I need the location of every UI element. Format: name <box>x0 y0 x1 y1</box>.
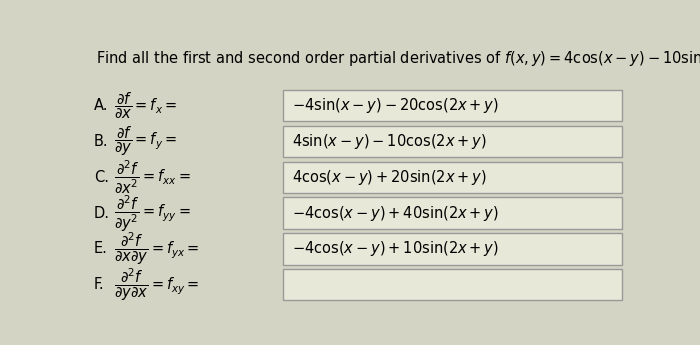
Text: A.: A. <box>94 98 108 113</box>
Text: $4\sin(x - y) - 10\cos(2x + y)$: $4\sin(x - y) - 10\cos(2x + y)$ <box>292 132 486 151</box>
Text: Find all the first and second order partial derivatives of $f(x, y) = 4\cos(x - : Find all the first and second order part… <box>96 49 700 68</box>
Text: $\dfrac{\partial^2 f}{\partial x^2} = f_{xx} =$: $\dfrac{\partial^2 f}{\partial x^2} = f_… <box>113 158 190 196</box>
FancyBboxPatch shape <box>283 269 622 300</box>
Text: $\dfrac{\partial^2 f}{\partial x\partial y} = f_{yx} =$: $\dfrac{\partial^2 f}{\partial x\partial… <box>113 231 199 267</box>
Text: $-4\cos(x - y) + 40\sin(2x + y)$: $-4\cos(x - y) + 40\sin(2x + y)$ <box>292 204 499 223</box>
FancyBboxPatch shape <box>283 126 622 157</box>
Text: $-4\cos(x - y) + 10\sin(2x + y)$: $-4\cos(x - y) + 10\sin(2x + y)$ <box>292 239 499 258</box>
Text: $\dfrac{\partial^2 f}{\partial y\partial x} = f_{xy} =$: $\dfrac{\partial^2 f}{\partial y\partial… <box>113 267 199 303</box>
FancyBboxPatch shape <box>283 161 622 193</box>
Text: $\dfrac{\partial f}{\partial y} = f_y =$: $\dfrac{\partial f}{\partial y} = f_y =$ <box>113 125 176 158</box>
Text: $\dfrac{\partial^2 f}{\partial y^2} = f_{yy} =$: $\dfrac{\partial^2 f}{\partial y^2} = f_… <box>113 193 190 234</box>
Text: $4\cos(x - y) + 20\sin(2x + y)$: $4\cos(x - y) + 20\sin(2x + y)$ <box>292 168 486 187</box>
Text: C.: C. <box>94 170 109 185</box>
FancyBboxPatch shape <box>283 197 622 229</box>
Text: D.: D. <box>94 206 110 220</box>
Text: B.: B. <box>94 134 108 149</box>
FancyBboxPatch shape <box>283 90 622 121</box>
Text: E.: E. <box>94 241 108 256</box>
Text: $\dfrac{\partial f}{\partial x} = f_x =$: $\dfrac{\partial f}{\partial x} = f_x =$ <box>113 90 176 121</box>
FancyBboxPatch shape <box>283 233 622 265</box>
Text: F.: F. <box>94 277 104 292</box>
Text: $-4\sin(x - y) - 20\cos(2x + y)$: $-4\sin(x - y) - 20\cos(2x + y)$ <box>292 96 499 115</box>
